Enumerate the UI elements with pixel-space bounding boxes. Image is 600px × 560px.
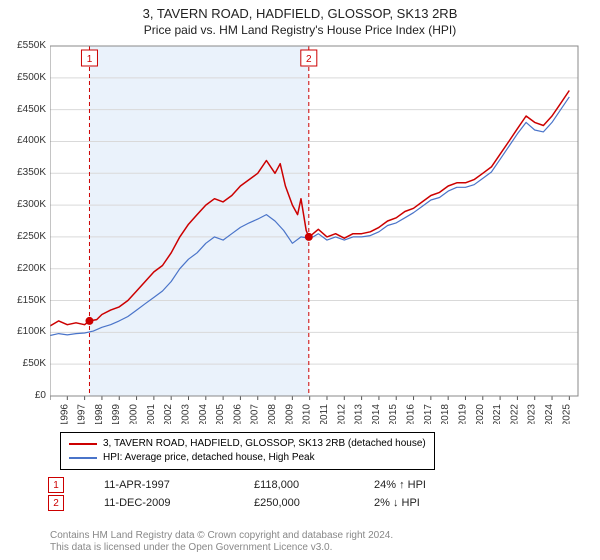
plot-area: 1 2 1995 1996 1997 1998 1999 2000 2001 2002 2003 20…	[50, 44, 580, 424]
svg-text:1997: 1997	[77, 404, 88, 424]
event-delta: 24% ↑ HPI	[374, 479, 474, 491]
y-tick-label: £450K	[0, 104, 46, 115]
svg-text:2021: 2021	[492, 404, 503, 424]
legend-swatch	[69, 457, 97, 459]
event-delta: 2% ↓ HPI	[374, 497, 474, 509]
svg-text:1998: 1998	[94, 404, 105, 424]
svg-text:2003: 2003	[180, 404, 191, 424]
svg-text:2025: 2025	[561, 404, 572, 424]
svg-text:2000: 2000	[129, 404, 140, 424]
svg-text:2014: 2014	[371, 404, 382, 424]
svg-text:2016: 2016	[406, 404, 417, 424]
svg-text:1996: 1996	[59, 404, 70, 424]
svg-text:2004: 2004	[198, 404, 209, 424]
svg-text:2015: 2015	[388, 404, 399, 424]
event-date: 11-APR-1997	[104, 479, 214, 491]
chart-title: 3, TAVERN ROAD, HADFIELD, GLOSSOP, SK13 …	[0, 6, 600, 21]
svg-text:2018: 2018	[440, 404, 451, 424]
svg-text:2022: 2022	[509, 404, 520, 424]
svg-text:2017: 2017	[423, 404, 434, 424]
footer-line-2: This data is licensed under the Open Gov…	[50, 542, 393, 554]
svg-text:1: 1	[87, 54, 93, 65]
y-tick-label: £500K	[0, 72, 46, 83]
titles: 3, TAVERN ROAD, HADFIELD, GLOSSOP, SK13 …	[0, 0, 600, 37]
chart-page: 3, TAVERN ROAD, HADFIELD, GLOSSOP, SK13 …	[0, 0, 600, 560]
svg-text:2010: 2010	[302, 404, 313, 424]
svg-text:2005: 2005	[215, 404, 226, 424]
svg-text:2020: 2020	[475, 404, 486, 424]
svg-text:2009: 2009	[284, 404, 295, 424]
svg-text:2013: 2013	[354, 404, 365, 424]
svg-text:2019: 2019	[457, 404, 468, 424]
legend: 3, TAVERN ROAD, HADFIELD, GLOSSOP, SK13 …	[60, 432, 435, 470]
event-price: £118,000	[254, 479, 334, 491]
svg-text:2008: 2008	[267, 404, 278, 424]
legend-label: 3, TAVERN ROAD, HADFIELD, GLOSSOP, SK13 …	[103, 437, 426, 451]
svg-text:2024: 2024	[544, 404, 555, 424]
legend-swatch	[69, 443, 97, 445]
svg-text:2001: 2001	[146, 404, 157, 424]
y-tick-label: £300K	[0, 199, 46, 210]
svg-text:2011: 2011	[319, 404, 330, 424]
svg-text:2002: 2002	[163, 404, 174, 424]
y-tick-label: £150K	[0, 295, 46, 306]
legend-label: HPI: Average price, detached house, High…	[103, 451, 315, 465]
y-tick-label: £0	[0, 390, 46, 401]
y-tick-label: £400K	[0, 135, 46, 146]
y-tick-label: £100K	[0, 326, 46, 337]
y-tick-label: £350K	[0, 167, 46, 178]
svg-text:2: 2	[306, 54, 312, 65]
y-tick-label: £550K	[0, 40, 46, 51]
legend-row: 3, TAVERN ROAD, HADFIELD, GLOSSOP, SK13 …	[69, 437, 426, 451]
event-number-box: 1	[48, 477, 64, 493]
event-price: £250,000	[254, 497, 334, 509]
svg-text:2007: 2007	[250, 404, 261, 424]
footer: Contains HM Land Registry data © Crown c…	[50, 530, 393, 554]
legend-row: HPI: Average price, detached house, High…	[69, 451, 426, 465]
events-table: 1 11-APR-1997 £118,000 24% ↑ HPI 2 11-DEC-200…	[48, 476, 474, 512]
footer-line-1: Contains HM Land Registry data © Crown c…	[50, 530, 393, 542]
svg-text:1995: 1995	[50, 404, 53, 424]
event-date: 11-DEC-2009	[104, 497, 214, 509]
event-row: 1 11-APR-1997 £118,000 24% ↑ HPI	[48, 476, 474, 494]
svg-text:2006: 2006	[232, 404, 243, 424]
svg-text:1999: 1999	[111, 404, 122, 424]
y-tick-label: £50K	[0, 358, 46, 369]
event-row: 2 11-DEC-2009 £250,000 2% ↓ HPI	[48, 494, 474, 512]
y-tick-label: £200K	[0, 263, 46, 274]
svg-text:2012: 2012	[336, 404, 347, 424]
y-tick-label: £250K	[0, 231, 46, 242]
chart-subtitle: Price paid vs. HM Land Registry's House …	[0, 23, 600, 37]
svg-text:2023: 2023	[527, 404, 538, 424]
event-number-box: 2	[48, 495, 64, 511]
